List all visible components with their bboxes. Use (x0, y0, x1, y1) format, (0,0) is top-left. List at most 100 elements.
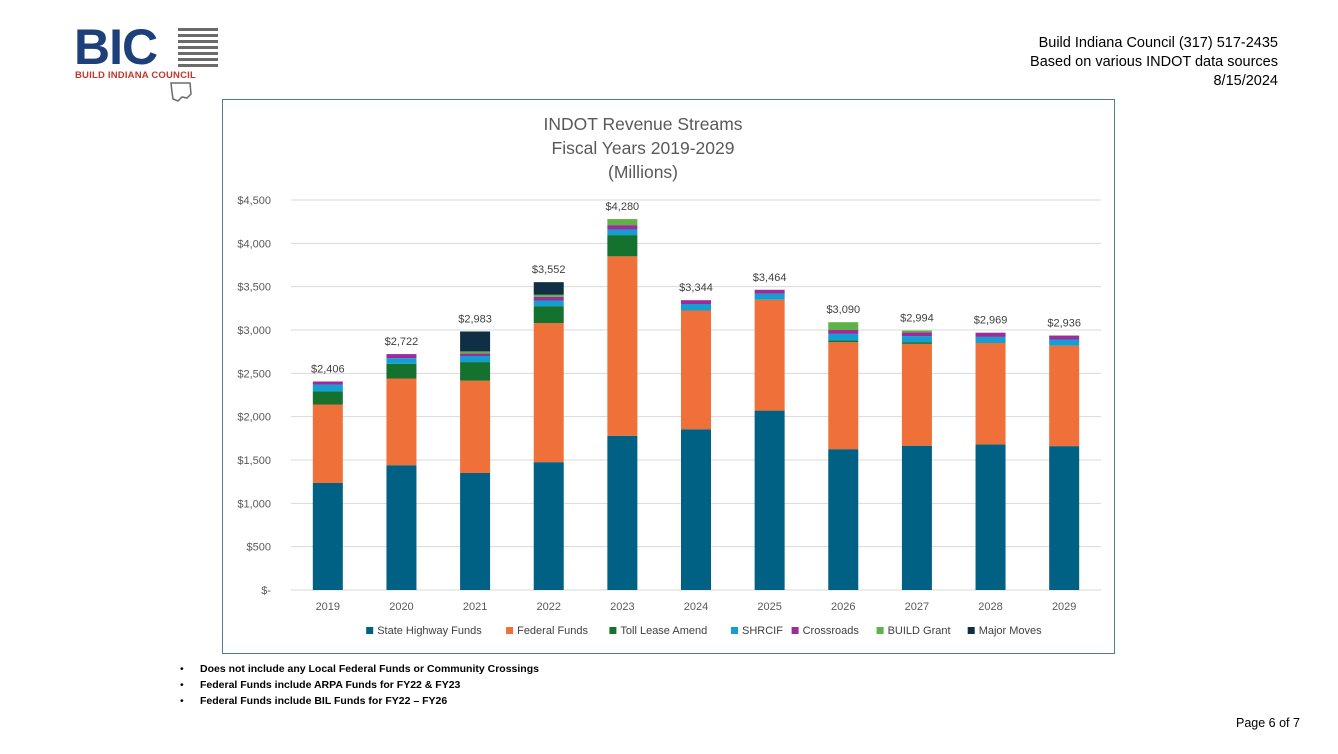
total-label: $4,280 (606, 201, 640, 213)
bar-segment (386, 465, 417, 590)
y-tick-label: $500 (247, 542, 271, 554)
total-label: $2,983 (458, 313, 492, 325)
total-label: $2,406 (311, 363, 345, 375)
revenue-chart: INDOT Revenue Streams Fiscal Years 2019-2… (237, 114, 1101, 637)
y-tick-label: $4,500 (237, 195, 271, 207)
bar-segment (975, 332, 1006, 337)
bar-segment (1049, 446, 1080, 590)
notes: Does not include any Local Federal Funds… (178, 663, 558, 711)
bar-segment (312, 482, 343, 590)
legend-swatch (967, 627, 975, 634)
bar-segment (386, 358, 417, 364)
bar-segment (1049, 335, 1080, 340)
x-tick-label: 2028 (978, 601, 1002, 613)
bar-segment (901, 343, 932, 446)
y-tick-label: $- (261, 585, 271, 597)
bar-segment (681, 429, 711, 590)
legend-swatch (876, 627, 884, 634)
bar-segment (901, 330, 932, 333)
bar-segment (975, 343, 1006, 445)
chart-title: INDOT Revenue Streams (543, 114, 742, 134)
x-tick-label: 2022 (536, 601, 560, 613)
total-label: $2,722 (385, 336, 419, 348)
y-tick-label: $2,500 (237, 368, 271, 380)
x-tick-label: 2024 (684, 601, 708, 613)
header-line-source: Based on various INDOT data sources (1030, 54, 1278, 70)
bar-segment (754, 299, 785, 411)
bar-segment (828, 333, 859, 341)
bar-segment (828, 330, 859, 334)
x-tick-label: 2021 (463, 601, 487, 613)
bar-segment (533, 462, 564, 590)
y-tick-label: $3,000 (237, 325, 271, 337)
legend-label: State Highway Funds (377, 625, 482, 637)
bar-segment (607, 225, 638, 230)
logo-stripes (178, 28, 218, 70)
y-tick-label: $3,500 (237, 282, 271, 294)
bar-segment (533, 282, 564, 295)
legend-label: Crossroads (803, 625, 860, 637)
legend-swatch (506, 627, 514, 634)
bar-segment (901, 332, 932, 337)
page-number: Page 6 of 7 (1236, 716, 1300, 730)
bar-segment (312, 391, 343, 405)
y-tick-label: $2,000 (237, 412, 271, 424)
bar-segment (681, 310, 711, 430)
bar-segment (460, 380, 491, 473)
bar-segment (460, 473, 491, 590)
bar-segment (460, 351, 491, 354)
bar-segment (754, 410, 785, 590)
total-label: $2,994 (900, 313, 934, 325)
chart-title: (Millions) (608, 162, 678, 182)
bar-segment (312, 381, 343, 385)
header-line-date: 8/15/2024 (1213, 73, 1278, 89)
total-label: $2,936 (1047, 318, 1081, 330)
total-label: $3,090 (826, 304, 860, 316)
y-tick-label: $4,000 (237, 238, 271, 250)
bar-segment (312, 384, 343, 392)
logo: BIC BUILD INDIANA COUNCIL (74, 19, 224, 104)
note-item: Federal Funds include BIL Funds for FY22… (178, 695, 558, 708)
x-tick-label: 2023 (610, 601, 634, 613)
legend-label: Major Moves (979, 625, 1042, 637)
x-tick-label: 2019 (316, 601, 340, 613)
x-tick-label: 2026 (831, 601, 855, 613)
x-tick-label: 2020 (389, 601, 413, 613)
bar-segment (460, 356, 491, 363)
bar-segment (681, 300, 711, 304)
header-info: Build Indiana Council (317) 517-2435 Bas… (1030, 34, 1278, 91)
bar-segment (901, 445, 932, 590)
bar-segment (1049, 345, 1080, 447)
bar-segment (386, 363, 417, 379)
legend-label: Federal Funds (517, 625, 588, 637)
logo-letters: BIC (74, 19, 158, 75)
note-item: Does not include any Local Federal Funds… (178, 663, 558, 676)
bar-segment (828, 449, 859, 590)
legend-label: SHRCIF (742, 625, 783, 637)
header-line-contact: Build Indiana Council (317) 517-2435 (1038, 35, 1278, 51)
bar-segment (607, 219, 638, 226)
x-tick-label: 2029 (1052, 601, 1076, 613)
total-label: $3,552 (532, 264, 566, 276)
bar-segment (607, 229, 638, 236)
bar-segment (681, 304, 711, 311)
bar-segment (1049, 339, 1080, 346)
total-label: $2,969 (974, 315, 1008, 327)
bar-segment (975, 444, 1006, 590)
bar-segment (828, 342, 859, 450)
bar-segment (828, 322, 859, 330)
legend-label: BUILD Grant (888, 625, 951, 637)
bar-segment (460, 362, 491, 381)
bar-segment (533, 296, 564, 301)
bar-segment (533, 306, 564, 324)
bar-segment (607, 235, 638, 257)
bar-segment (386, 354, 417, 359)
total-label: $3,344 (679, 282, 713, 294)
bar-segment (901, 342, 932, 344)
bar-segment (460, 331, 491, 352)
chart-title: Fiscal Years 2019-2029 (552, 138, 735, 158)
indiana-map-icon (170, 82, 192, 102)
bar-segment (386, 378, 417, 466)
note-item: Federal Funds include ARPA Funds for FY2… (178, 679, 558, 692)
bar-segment (460, 353, 491, 356)
